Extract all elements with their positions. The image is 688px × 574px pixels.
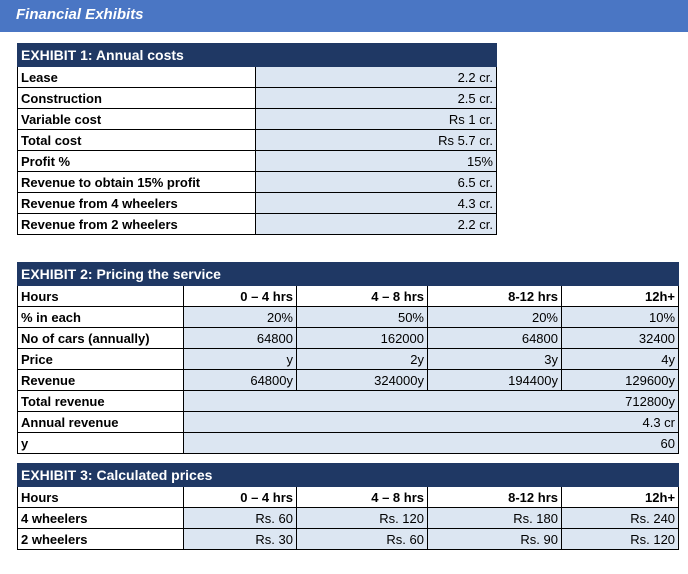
column-header: 12h+ bbox=[560, 285, 680, 307]
exhibit-2-title: EXHIBIT 2: Pricing the service bbox=[16, 262, 680, 286]
cell: 64800y bbox=[183, 369, 297, 391]
row-value: 15% bbox=[255, 150, 497, 172]
column-header: 8-12 hrs bbox=[427, 285, 562, 307]
header-row: Hours 0 – 4 hrs 4 – 8 hrs 8-12 hrs 12h+ bbox=[17, 285, 680, 307]
cell: Rs. 60 bbox=[183, 507, 297, 529]
row-label: No of cars (annually) bbox=[17, 327, 184, 349]
row-label: Price bbox=[17, 348, 184, 370]
table-row: Price y 2y 3y 4y bbox=[17, 348, 680, 370]
total-row: Annual revenue 4.3 cr bbox=[17, 411, 680, 433]
table-row: No of cars (annually) 64800 162000 64800… bbox=[17, 327, 680, 349]
row-label: Total revenue bbox=[17, 390, 184, 412]
row-label: Lease bbox=[17, 66, 256, 88]
row-label: Revenue from 2 wheelers bbox=[17, 213, 256, 235]
row-label: Construction bbox=[17, 87, 256, 109]
exhibit-1-title: EXHIBIT 1: Annual costs bbox=[17, 43, 497, 67]
row-label: Revenue bbox=[17, 369, 184, 391]
row-value: 6.5 cr. bbox=[255, 171, 497, 193]
table-row: 4 wheelers Rs. 60 Rs. 120 Rs. 180 Rs. 24… bbox=[17, 507, 680, 529]
header-row: Hours 0 – 4 hrs 4 – 8 hrs 8-12 hrs 12h+ bbox=[17, 486, 680, 508]
table-row: 2 wheelers Rs. 30 Rs. 60 Rs. 90 Rs. 120 bbox=[17, 528, 680, 550]
row-label: 2 wheelers bbox=[17, 528, 184, 550]
exhibit-1-table: EXHIBIT 1: Annual costs Lease 2.2 cr. Con… bbox=[17, 43, 497, 235]
row-label: Revenue from 4 wheelers bbox=[17, 192, 256, 214]
cell: 20% bbox=[183, 306, 297, 328]
row-value: 4.3 cr. bbox=[255, 192, 497, 214]
table-row: Revenue 64800y 324000y 194400y 129600y bbox=[17, 369, 680, 391]
table-row: Revenue to obtain 15% profit 6.5 cr. bbox=[17, 171, 497, 193]
cell: 129600y bbox=[560, 369, 680, 391]
cell: 50% bbox=[296, 306, 428, 328]
exhibit-3-table: EXHIBIT 3: Calculated prices Hours 0 – 4… bbox=[16, 463, 680, 550]
cell: 162000 bbox=[296, 327, 428, 349]
row-label: Revenue to obtain 15% profit bbox=[17, 171, 256, 193]
cell: 4y bbox=[560, 348, 680, 370]
table-row: Profit % 15% bbox=[17, 150, 497, 172]
cell: y bbox=[183, 348, 297, 370]
total-row: y 60 bbox=[17, 432, 680, 454]
row-label: Total cost bbox=[17, 129, 256, 151]
column-header: Hours bbox=[17, 486, 184, 508]
cell: 2y bbox=[296, 348, 428, 370]
cell: Rs. 120 bbox=[560, 528, 680, 550]
cell: 194400y bbox=[427, 369, 562, 391]
row-label: Annual revenue bbox=[17, 411, 184, 433]
cell: 20% bbox=[427, 306, 562, 328]
table-row: Revenue from 4 wheelers 4.3 cr. bbox=[17, 192, 497, 214]
table-row: Lease 2.2 cr. bbox=[17, 66, 497, 88]
column-header: Hours bbox=[17, 285, 184, 307]
row-label: % in each bbox=[17, 306, 184, 328]
column-header: 12h+ bbox=[560, 486, 680, 508]
row-value: Rs 5.7 cr. bbox=[255, 129, 497, 151]
page-title: Financial Exhibits bbox=[16, 6, 144, 23]
cell: Rs. 180 bbox=[427, 507, 562, 529]
cell: 10% bbox=[560, 306, 680, 328]
cell: Rs. 60 bbox=[296, 528, 428, 550]
table-row: % in each 20% 50% 20% 10% bbox=[17, 306, 680, 328]
total-value: 712800y bbox=[182, 390, 680, 412]
total-row: Total revenue 712800y bbox=[17, 390, 680, 412]
column-header: 8-12 hrs bbox=[427, 486, 562, 508]
table-row: Construction 2.5 cr. bbox=[17, 87, 497, 109]
column-header: 0 – 4 hrs bbox=[183, 486, 297, 508]
cell: Rs. 30 bbox=[183, 528, 297, 550]
row-label: 4 wheelers bbox=[17, 507, 184, 529]
row-value: 2.2 cr. bbox=[255, 66, 497, 88]
total-value: 60 bbox=[182, 432, 680, 454]
row-label: Variable cost bbox=[17, 108, 256, 130]
cell: Rs. 90 bbox=[427, 528, 562, 550]
row-value: 2.5 cr. bbox=[255, 87, 497, 109]
cell: Rs. 120 bbox=[296, 507, 428, 529]
table-row: Variable cost Rs 1 cr. bbox=[17, 108, 497, 130]
column-header: 4 – 8 hrs bbox=[296, 486, 428, 508]
row-label: y bbox=[17, 432, 184, 454]
total-value: 4.3 cr bbox=[182, 411, 680, 433]
table-row: Revenue from 2 wheelers 2.2 cr. bbox=[17, 213, 497, 235]
cell: Rs. 240 bbox=[560, 507, 680, 529]
cell: 324000y bbox=[296, 369, 428, 391]
column-header: 4 – 8 hrs bbox=[296, 285, 428, 307]
row-label: Profit % bbox=[17, 150, 256, 172]
table-row: Total cost Rs 5.7 cr. bbox=[17, 129, 497, 151]
cell: 64800 bbox=[427, 327, 562, 349]
cell: 32400 bbox=[560, 327, 680, 349]
cell: 3y bbox=[427, 348, 562, 370]
row-value: 2.2 cr. bbox=[255, 213, 497, 235]
column-header: 0 – 4 hrs bbox=[183, 285, 297, 307]
title-banner: Financial Exhibits bbox=[0, 0, 688, 32]
exhibit-2-table: EXHIBIT 2: Pricing the service Hours 0 –… bbox=[16, 262, 680, 454]
row-value: Rs 1 cr. bbox=[255, 108, 497, 130]
cell: 64800 bbox=[183, 327, 297, 349]
exhibit-3-title: EXHIBIT 3: Calculated prices bbox=[16, 463, 680, 487]
